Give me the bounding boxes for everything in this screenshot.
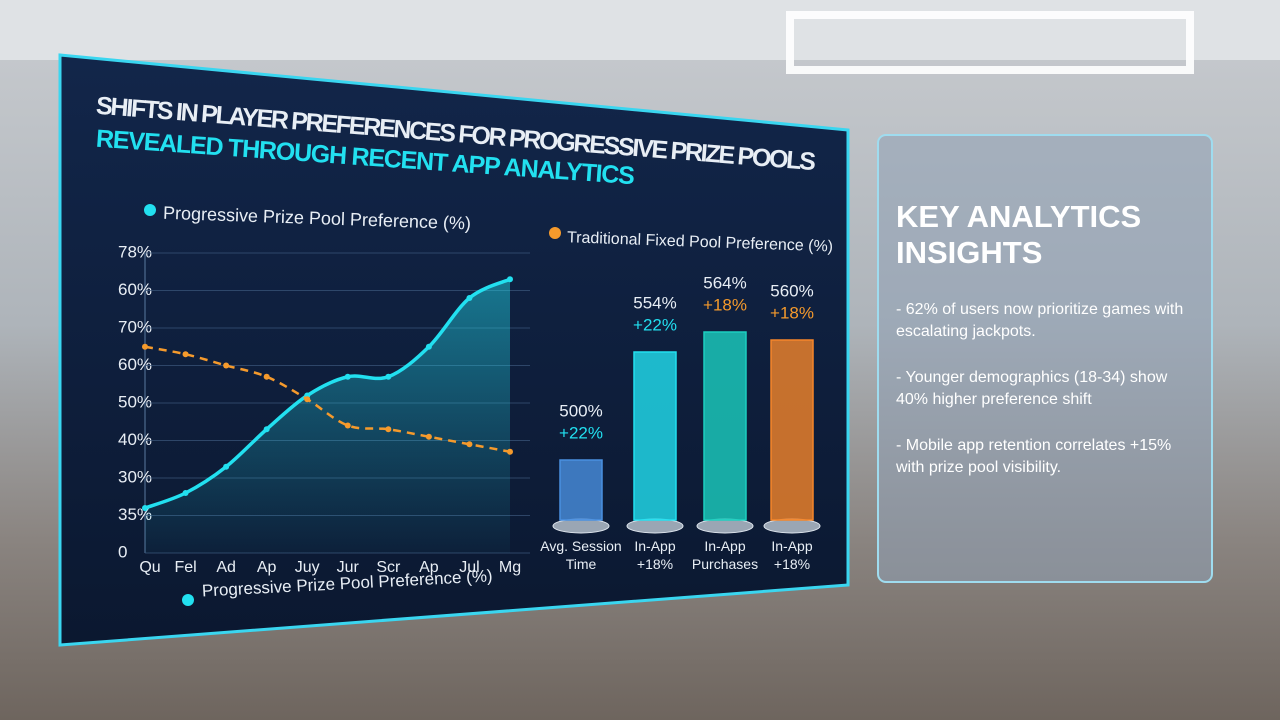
point	[466, 441, 473, 448]
x-tick-label: Juy	[295, 559, 320, 576]
point	[263, 373, 270, 380]
point	[263, 426, 270, 433]
x-tick-label: In-App +18%	[634, 538, 675, 572]
legend-marker	[549, 227, 561, 239]
legend-marker	[144, 204, 156, 216]
bar	[633, 351, 677, 521]
x-tick-label: Ap	[257, 559, 277, 576]
point	[182, 351, 189, 358]
y-tick-label: 70%	[118, 317, 152, 336]
change-label: +18%	[770, 303, 814, 322]
point	[425, 433, 432, 440]
x-tick-label: Jur	[337, 559, 360, 576]
x-tick-label: Ap	[419, 559, 439, 576]
point	[142, 505, 148, 511]
x-tick-label: Fel	[174, 559, 196, 576]
bar-base	[552, 518, 610, 534]
point	[507, 276, 513, 283]
y-tick-label: 30%	[118, 467, 152, 486]
change-label: +22%	[633, 315, 677, 334]
y-tick-label: 60%	[118, 355, 152, 374]
value-label: 564%	[703, 273, 746, 292]
value-label: 560%	[770, 281, 813, 300]
y-tick-label: 0	[118, 542, 127, 561]
change-label: +22%	[559, 423, 603, 442]
insight: - Younger demographics (18-34) show 40% …	[896, 369, 1168, 408]
point	[142, 343, 148, 350]
point	[344, 422, 351, 429]
bar-base	[626, 518, 684, 534]
x-tick-label: In-App Purchases	[692, 538, 758, 572]
insights-title: KEY ANALYTICS INSIGHTS	[896, 199, 1142, 270]
insights-panel	[877, 134, 1213, 583]
point	[507, 448, 513, 455]
point	[385, 373, 392, 380]
point	[425, 343, 432, 350]
bar-base	[763, 518, 821, 534]
legend-marker	[182, 594, 194, 606]
value-label: 500%	[559, 401, 602, 420]
insight: - Mobile app retention correlates +15% w…	[896, 437, 1172, 476]
y-tick-label: 40%	[118, 430, 152, 449]
series-line	[144, 345, 511, 453]
x-tick-label: Scr	[376, 559, 401, 576]
x-tick-label: Avg. Session Time	[540, 538, 621, 572]
point	[223, 362, 230, 369]
x-tick-label: Mg	[499, 559, 521, 576]
point	[304, 396, 311, 403]
change-label: +18%	[703, 295, 747, 314]
point	[385, 426, 392, 433]
series-line	[144, 277, 511, 510]
insight: - 62% of users now prioritize games with…	[896, 301, 1184, 340]
value-label: 554%	[633, 293, 676, 312]
bar-base	[696, 518, 754, 534]
point	[182, 490, 189, 496]
point	[466, 295, 473, 301]
x-tick-label: Qu	[139, 559, 160, 576]
point	[344, 373, 351, 380]
y-tick-label: 60%	[118, 280, 152, 299]
ceiling	[0, 0, 1280, 60]
bar	[559, 459, 603, 521]
point	[223, 463, 230, 470]
area-fill	[145, 279, 510, 553]
y-tick-label: 50%	[118, 392, 152, 411]
x-tick-label: Ad	[216, 559, 236, 576]
insights: KEY ANALYTICS INSIGHTS - 62% of users no…	[880, 137, 1210, 581]
ceiling-light	[786, 11, 1194, 74]
bar	[703, 331, 747, 521]
y-tick-label: 78%	[118, 242, 152, 261]
x-tick-label: In-App +18%	[771, 538, 812, 572]
x-tick-label: Jul	[459, 559, 479, 576]
bar	[770, 339, 814, 521]
